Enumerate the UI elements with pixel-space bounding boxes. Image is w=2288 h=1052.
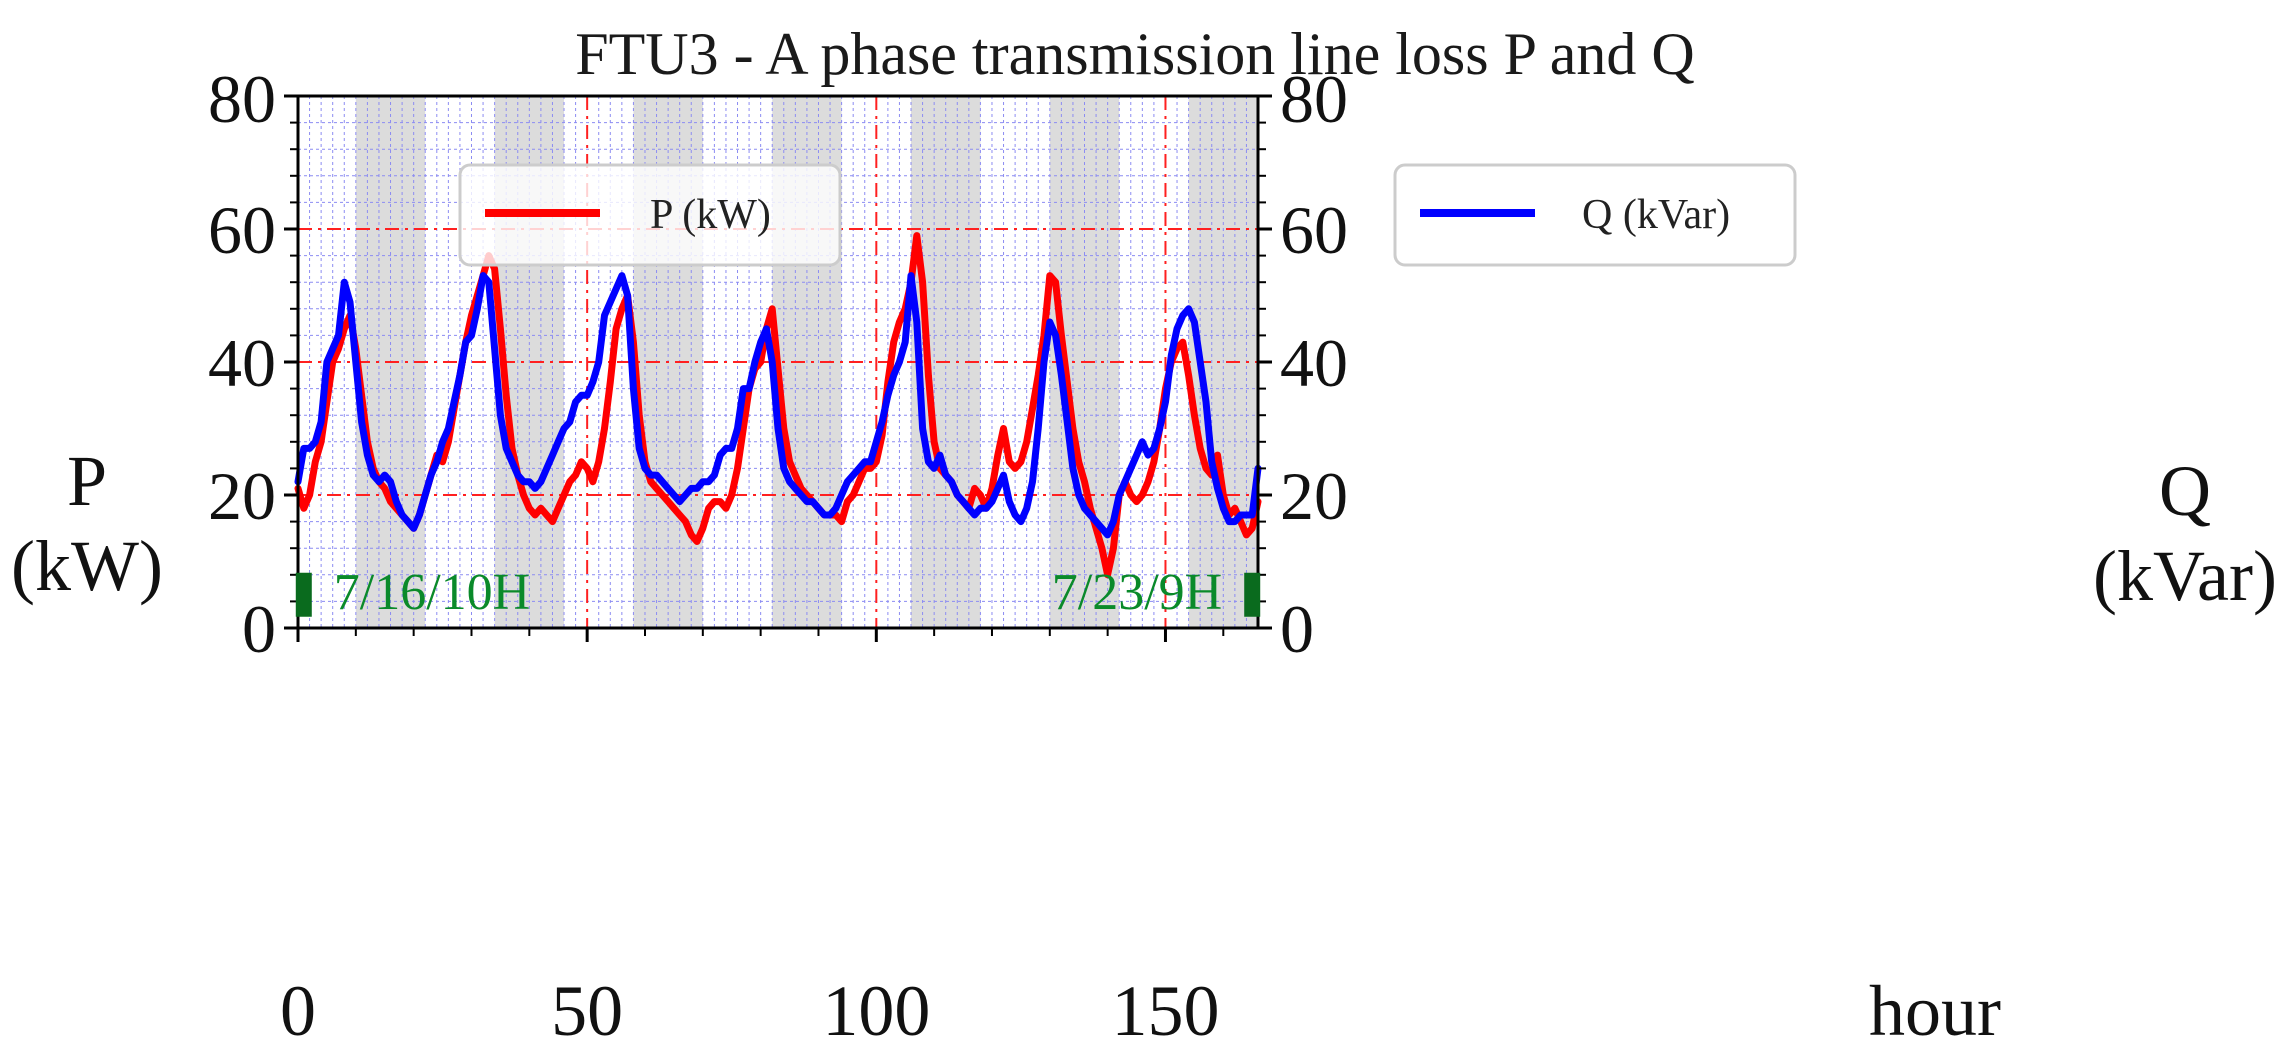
annotations: 7/16/10H 7/23/9H: [295, 564, 1261, 621]
legend-left-box: [458, 163, 842, 267]
series-layer: [294, 232, 1262, 579]
y-left-tick-label: 80: [208, 61, 276, 137]
x-tick-label: 0: [280, 971, 316, 1051]
y-right-tick-label: 0: [1280, 591, 1314, 667]
y-axis-left-label-line2: (kW): [11, 526, 163, 606]
y-right-tick-label: 60: [1280, 192, 1348, 268]
legend-left: P (kW): [458, 163, 842, 267]
legend-q-label: Q (kVar): [1582, 192, 1730, 238]
y-axis-left-label-line1: P: [67, 441, 107, 521]
chart-title: FTU3 - A phase transmission line loss P …: [575, 21, 1694, 87]
legend-right: Q (kVar): [1393, 163, 1797, 267]
y-right-tick-label: 80: [1280, 61, 1348, 137]
y-left-tick-label: 20: [208, 458, 276, 534]
series-q-line: [294, 272, 1262, 539]
date-marker-1: [1244, 572, 1261, 617]
y-axis-right-label-line1: Q: [2159, 451, 2211, 531]
x-axis-label: hour: [1869, 971, 2001, 1051]
y-axis-right-label-line2: (kVar): [2093, 536, 2277, 616]
y-right-tick-label: 40: [1280, 325, 1348, 401]
date-marker-0: [295, 572, 312, 617]
date-annotation-0: 7/16/10H: [334, 564, 530, 621]
legend-p-label: P (kW): [650, 192, 771, 238]
x-tick-label: 50: [551, 971, 623, 1051]
y-right-tick-label: 20: [1280, 458, 1348, 534]
y-left-tick-label: 0: [242, 591, 276, 667]
axis-ticks: 0 50 100 150 0 0 20 20 40 40 60 60 80 80: [208, 61, 1348, 1051]
legend-right-box: [1393, 163, 1797, 267]
y-left-tick-label: 60: [208, 192, 276, 268]
y-left-tick-label: 40: [208, 325, 276, 401]
date-annotation-1: 7/23/9H: [1052, 564, 1222, 621]
x-tick-label: 100: [822, 971, 930, 1051]
x-tick-label: 150: [1111, 971, 1219, 1051]
